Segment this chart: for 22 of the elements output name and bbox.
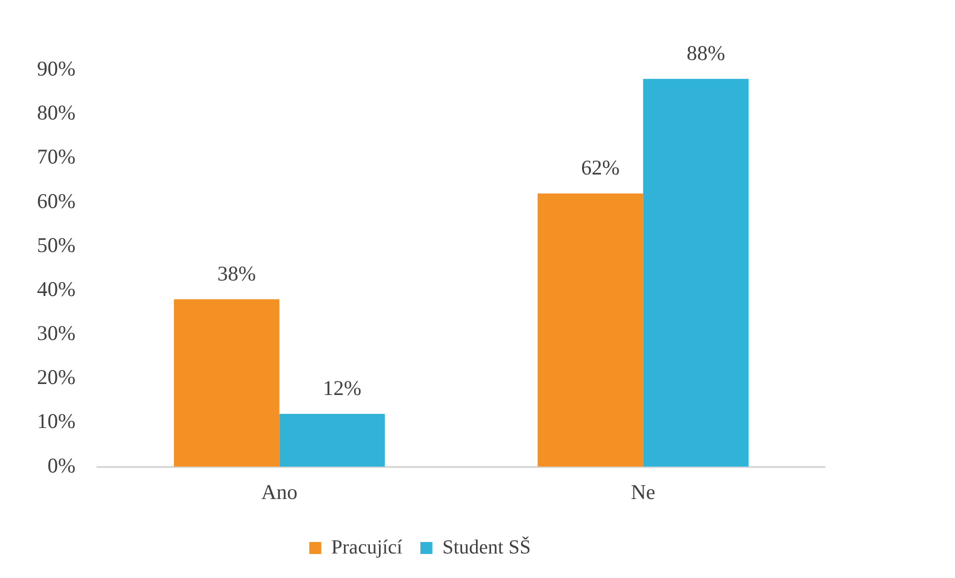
data-label: 62% (581, 155, 620, 180)
bar (174, 299, 280, 467)
data-label: 38% (217, 261, 256, 286)
bar (538, 193, 644, 467)
y-tick-label: 70% (36, 144, 76, 169)
y-tick-label: 80% (36, 100, 76, 125)
data-label: 12% (322, 376, 362, 400)
y-tick-label: 50% (36, 232, 76, 257)
x-tick-label: Ano (261, 480, 298, 504)
bar (643, 78, 749, 467)
y-tick-label: 30% (36, 321, 76, 346)
y-tick-label: 20% (36, 365, 76, 390)
legend-label: Student SŠ (442, 535, 531, 558)
legend-label: Pracující (331, 536, 403, 558)
y-tick-label: 0% (47, 453, 76, 478)
y-tick-label: 40% (36, 276, 76, 301)
bar (279, 414, 385, 467)
y-tick-label: 60% (36, 188, 76, 213)
y-tick-label: 10% (36, 409, 76, 434)
x-tick-label: Ne (630, 480, 656, 504)
data-label: 88% (686, 40, 726, 65)
y-tick-label: 90% (36, 56, 76, 81)
